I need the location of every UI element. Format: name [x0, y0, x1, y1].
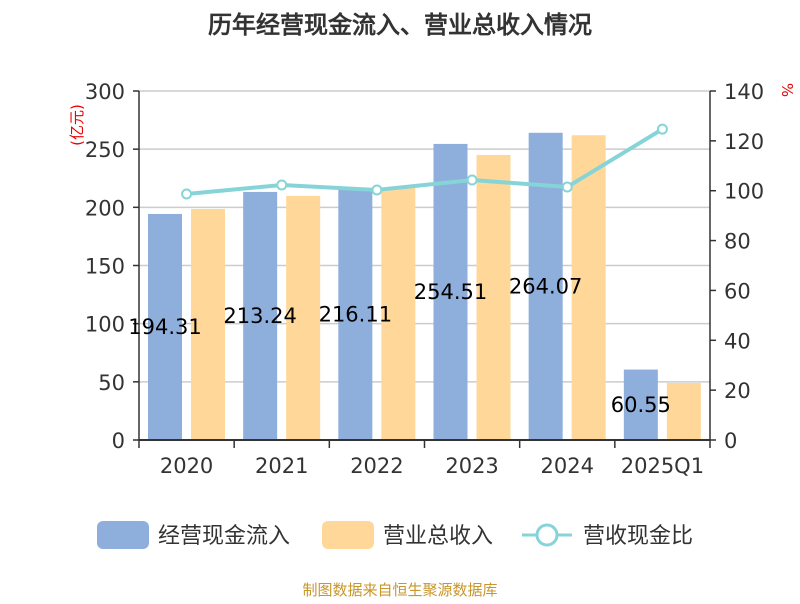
- legend-label-revenue: 营业总收入: [383, 524, 493, 549]
- data-label-cash-inflow: 216.11: [319, 302, 392, 326]
- y2-tick-label: 20: [724, 379, 751, 403]
- y2-tick-label: 60: [724, 279, 751, 303]
- ratio-point: [466, 174, 478, 186]
- y2-tick-label: 80: [724, 230, 751, 254]
- bar-cash-inflow: [623, 369, 658, 440]
- source-note: 制图数据来自恒生聚源数据库: [302, 581, 497, 599]
- legend-swatch-revenue: [322, 521, 374, 549]
- x-tick-label: 2023: [445, 454, 498, 478]
- y2-tick-label: 140: [724, 80, 764, 104]
- y-tick-label: 0: [112, 429, 125, 453]
- ratio-point: [181, 188, 193, 200]
- y2-tick-label: 0: [724, 429, 737, 453]
- bar-cash-inflow: [148, 213, 182, 440]
- bar-revenue: [191, 208, 225, 440]
- data-label-cash-inflow: 213.24: [223, 304, 296, 328]
- y2-tick-label: 100: [724, 180, 764, 204]
- y-tick-label: 150: [85, 255, 125, 279]
- data-label-cash-inflow: 194.31: [128, 315, 201, 339]
- legend-label-ratio: 营收现金比: [583, 524, 693, 549]
- x-tick-label: 2022: [350, 454, 403, 478]
- ratio-point: [656, 123, 668, 135]
- ratio-point: [276, 179, 288, 191]
- chart-title: 历年经营现金流入、营业总收入情况: [208, 11, 592, 39]
- bar-revenue: [286, 195, 321, 440]
- x-tick-label: 2025Q1: [621, 454, 704, 478]
- bar-revenue: [381, 187, 416, 440]
- legend-swatch-cash-inflow: [97, 521, 149, 549]
- ratio-line: [186, 127, 664, 196]
- y-tick-label: 300: [85, 80, 125, 104]
- y-tick-label: 250: [85, 138, 125, 162]
- bar-cash-inflow: [243, 191, 278, 440]
- bar-revenue: [571, 135, 606, 440]
- y-tick-label: 100: [85, 313, 125, 337]
- y2-axis-label: %: [778, 83, 796, 97]
- ratio-point: [561, 181, 573, 193]
- x-tick-label: 2020: [160, 454, 213, 478]
- bar-revenue: [666, 382, 701, 440]
- x-tick-label: 2021: [255, 454, 308, 478]
- bar-cash-inflow: [433, 143, 468, 440]
- data-label-cash-inflow: 60.55: [611, 393, 671, 417]
- x-tick-label: 2024: [541, 454, 594, 478]
- bar-cash-inflow: [338, 188, 373, 440]
- y-axis-label: (亿元): [68, 104, 86, 146]
- legend: 经营现金流入 营业总收入 营收现金比: [97, 521, 693, 549]
- y2-tick-label: 120: [724, 130, 764, 154]
- ratio-point: [371, 184, 383, 196]
- data-label-cash-inflow: 254.51: [414, 280, 487, 304]
- y-tick-label: 50: [98, 371, 125, 395]
- legend-marker-ratio: [535, 523, 559, 547]
- legend-label-cash-inflow: 经营现金流入: [158, 524, 290, 549]
- data-label-cash-inflow: 264.07: [509, 274, 582, 298]
- bar-revenue: [476, 154, 511, 440]
- y-tick-label: 200: [85, 196, 125, 220]
- y2-tick-label: 40: [724, 329, 751, 353]
